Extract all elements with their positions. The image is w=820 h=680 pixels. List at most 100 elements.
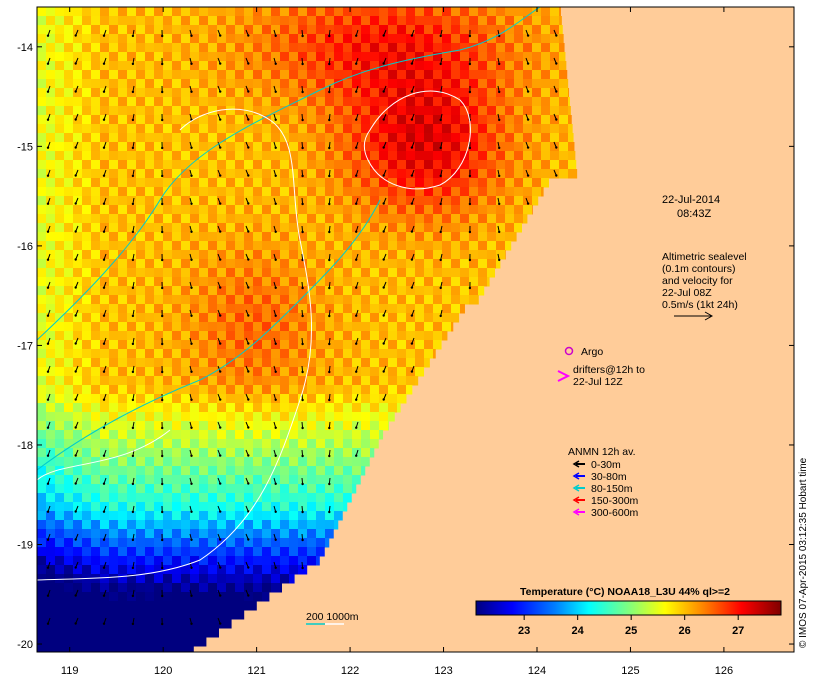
velocity-vector-head: [328, 90, 331, 94]
velocity-vector-head: [131, 174, 135, 178]
velocity-vector-head: [219, 174, 222, 177]
velocity-vector-head: [102, 594, 106, 597]
velocity-vector-head: [439, 286, 442, 290]
velocity-vector-head: [190, 482, 193, 485]
velocity-vector-head: [328, 370, 331, 374]
velocity-vector-head: [102, 482, 106, 485]
velocity-vector-head: [274, 90, 277, 94]
velocity-vector-head: [102, 174, 106, 177]
velocity-vector-head: [46, 398, 50, 401]
velocity-vector-head: [46, 314, 50, 317]
anmn-item-label: 300-600m: [591, 507, 639, 519]
velocity-vector-head: [468, 146, 472, 150]
velocity-vector-head: [161, 314, 164, 318]
drifter-label-line: drifters@12h to: [573, 364, 645, 376]
argo-label: Argo: [581, 346, 603, 358]
velocity-vector-head: [131, 258, 135, 262]
velocity-vector-head: [247, 342, 250, 345]
velocity-vector-head: [468, 258, 472, 262]
colorbar-tick-label: 24: [572, 625, 585, 637]
velocity-vector-head: [355, 174, 358, 177]
velocity-vector-head: [355, 398, 358, 401]
velocity-vector-head: [498, 174, 501, 178]
velocity-vectors: [46, 29, 558, 626]
velocity-vector-head: [131, 370, 135, 374]
velocity-vector-head: [274, 454, 277, 457]
velocity-vector-head: [328, 118, 331, 122]
velocity-vector-head: [301, 398, 304, 402]
velocity-vector-head: [301, 370, 304, 374]
velocity-vector-head: [247, 286, 250, 289]
velocity-vector-head: [301, 90, 304, 94]
isobath-legend: 200 1000m: [306, 611, 359, 625]
velocity-vector-head: [274, 538, 277, 541]
velocity-vector-head: [301, 314, 304, 318]
anmn-legend: ANMN 12h av. 0-30m30-80m80-150m150-300m3…: [568, 446, 639, 519]
velocity-vector-head: [46, 174, 50, 177]
velocity-vector-head: [274, 34, 277, 37]
credit-line: © IMOS 07-Apr-2015 03:12:35 Hobart time: [798, 457, 809, 648]
lon-tick-label: 126: [715, 665, 733, 677]
velocity-vector-head: [274, 510, 277, 513]
velocity-vector-head: [382, 258, 385, 261]
velocity-vector-head: [131, 426, 135, 430]
velocity-vector-head: [328, 426, 331, 430]
velocity-vector-head: [131, 566, 135, 570]
sealevel-contour-b: [363, 90, 471, 190]
velocity-vector-head: [274, 202, 277, 205]
velocity-vector-head: [161, 230, 164, 234]
sealevel-contour-c: [37, 429, 171, 481]
anmn-item-label: 0-30m: [591, 459, 621, 471]
colorbar-tick-label: 23: [518, 625, 530, 637]
velocity-vector-head: [219, 146, 222, 149]
velocity-vector-head: [219, 90, 222, 93]
velocity-vector-head: [161, 594, 164, 598]
velocity-vector-head: [410, 34, 414, 37]
velocity-vector-head: [328, 286, 331, 290]
velocity-vector-head: [274, 118, 277, 122]
velocity-vector-head: [555, 118, 558, 121]
velocity-vector-head: [190, 566, 193, 569]
velocity-vector-head: [219, 342, 222, 345]
velocity-vector-head: [74, 566, 77, 569]
velocity-vector-head: [410, 202, 414, 205]
velocity-vector-head: [161, 454, 164, 458]
velocity-vector-head: [382, 286, 385, 289]
velocity-vector-head: [247, 594, 250, 597]
velocity-vector-head: [328, 62, 331, 66]
velocity-vector-head: [74, 454, 77, 457]
velocity-vector-head: [555, 90, 558, 93]
velocity-vector-head: [74, 426, 77, 429]
isobath-200m-contour: [37, 7, 541, 341]
velocity-vector-head: [74, 398, 77, 401]
velocity-vector-head: [74, 622, 77, 625]
velocity-vector-head: [555, 34, 558, 37]
velocity-vector-head: [382, 146, 385, 149]
velocity-vector-head: [46, 230, 50, 233]
velocity-vector-head: [247, 174, 250, 177]
sealevel-contour-a: [37, 108, 312, 581]
velocity-vector-head: [161, 146, 164, 150]
velocity-vector-head: [190, 258, 193, 261]
velocity-vector-head: [328, 146, 331, 150]
velocity-vector-head: [355, 230, 358, 233]
velocity-vector-head: [274, 230, 277, 233]
velocity-vector-head: [131, 62, 135, 66]
altimetry-line: 22-Jul 08Z: [662, 287, 712, 299]
velocity-vector-head: [410, 230, 414, 233]
velocity-vector-head: [74, 594, 77, 597]
velocity-vector-head: [328, 398, 331, 402]
velocity-vector-head: [161, 174, 164, 178]
velocity-vector-head: [355, 370, 358, 373]
map-frame: [36, 6, 795, 653]
velocity-vector-head: [161, 62, 164, 66]
velocity-vector-head: [355, 90, 358, 93]
lon-tick-label: 124: [528, 665, 546, 677]
velocity-vector-head: [219, 622, 222, 625]
velocity-vector-head: [301, 202, 304, 206]
velocity-vector-head: [190, 146, 193, 149]
velocity-vector-head: [355, 62, 358, 65]
anmn-swatch-arrowhead: [572, 508, 580, 516]
velocity-vector-head: [274, 566, 277, 569]
altimetry-line: (0.1m contours): [662, 263, 736, 275]
